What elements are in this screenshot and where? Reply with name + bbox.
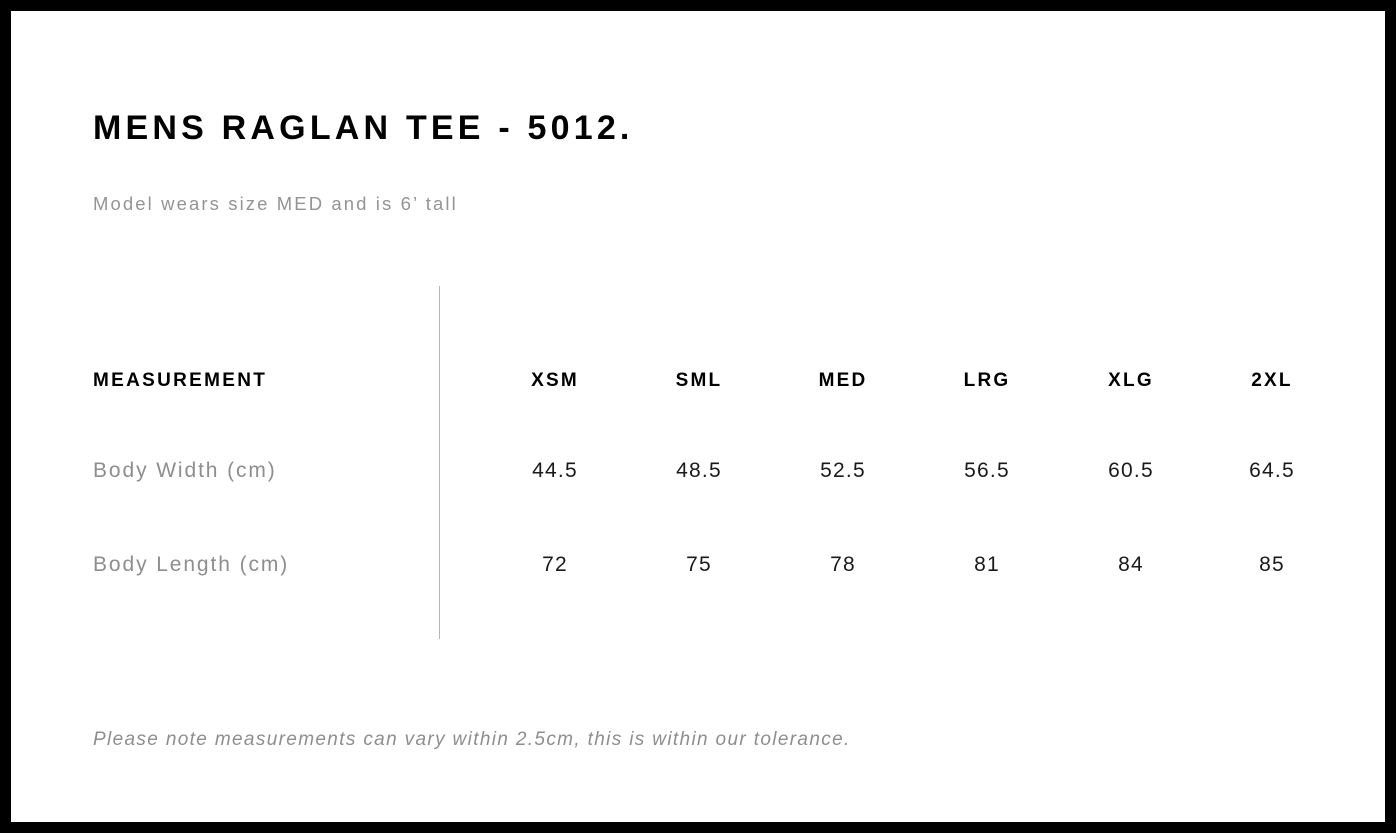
size-chart-table: MEASUREMENT XSM SML MED LRG XLG 2XL Body… [11,11,1385,822]
column-header-measurement: MEASUREMENT [93,370,268,391]
column-header-xlg: XLG [1108,370,1154,391]
cell-body-length-med: 78 [830,553,856,576]
table-column-divider [439,286,440,639]
cell-body-length-lrg: 81 [974,553,1000,576]
column-header-lrg: LRG [963,370,1011,391]
model-fit-note: Model wears size MED and is 6’ tall [93,193,458,214]
cell-body-width-lrg: 56.5 [964,459,1010,482]
cell-body-width-med: 52.5 [820,459,866,482]
cell-body-width-xlg: 60.5 [1108,459,1154,482]
cell-body-length-2xl: 85 [1259,553,1285,576]
page-title: MENS RAGLAN TEE - 5012. [93,109,634,147]
table-header-row: MEASUREMENT XSM SML MED LRG XLG 2XL [11,366,1385,396]
row-label-body-length: Body Length (cm) [93,553,290,576]
cell-body-width-xsm: 44.5 [532,459,578,482]
column-header-sml: SML [675,370,723,391]
card-content: MENS RAGLAN TEE - 5012. Model wears size… [11,11,1385,822]
column-header-2xl: 2XL [1251,370,1293,391]
cell-body-width-2xl: 64.5 [1249,459,1295,482]
table-row: Body Width (cm) 44.5 48.5 52.5 56.5 60.5… [11,456,1385,486]
table-row: Body Length (cm) 72 75 78 81 84 85 [11,550,1385,580]
column-header-xsm: XSM [531,370,579,391]
row-label-body-width: Body Width (cm) [93,459,277,482]
column-header-med: MED [818,370,868,391]
cell-body-length-sml: 75 [686,553,712,576]
tolerance-footnote: Please note measurements can vary within… [93,729,851,750]
cell-body-width-sml: 48.5 [676,459,722,482]
cell-body-length-xlg: 84 [1118,553,1144,576]
cell-body-length-xsm: 72 [542,553,568,576]
